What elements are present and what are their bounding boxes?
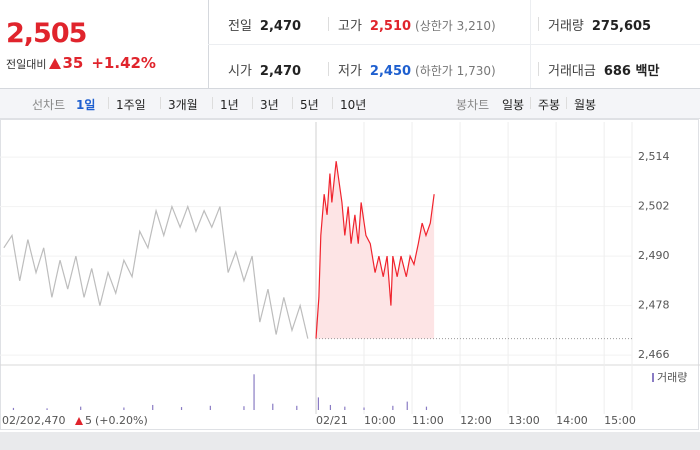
separator bbox=[530, 97, 531, 109]
stat-note: (상한가 3,210) bbox=[415, 19, 496, 33]
volume-bar bbox=[363, 407, 365, 410]
volume-bar bbox=[425, 406, 428, 410]
chart-tabs: 선차트 1일 1주일 3개월 1년 3년 5년 10년 봉차트 일봉 주봉 월봉 bbox=[0, 89, 700, 119]
period-tab[interactable]: 1일 bbox=[76, 98, 96, 112]
quote-header: 2,505 전일대비 35 +1.42% 전일 2,470 고가 2,510 (상한가 3,… bbox=[0, 0, 700, 89]
divider bbox=[530, 0, 531, 88]
tab-group-label: 선차트 bbox=[32, 98, 66, 112]
separator bbox=[332, 97, 333, 109]
divider bbox=[208, 44, 700, 45]
x-tick-label: 10:00 bbox=[364, 414, 396, 427]
volume-bar bbox=[272, 403, 274, 410]
stat-label: 전일 bbox=[228, 19, 252, 34]
y-tick-label: 2,514 bbox=[638, 150, 670, 163]
y-tick-label: 2,466 bbox=[638, 348, 670, 361]
volume-bar bbox=[296, 405, 298, 410]
period-tab[interactable]: 1주일 bbox=[116, 98, 146, 112]
change-label: 전일대비 bbox=[6, 58, 47, 71]
footer-bar bbox=[0, 432, 700, 450]
stat-item: 저가 2,450 (하한가 1,730) bbox=[338, 60, 496, 79]
stat-value: 2,510 bbox=[369, 19, 412, 34]
x-tick-label: 11:00 bbox=[412, 414, 444, 427]
stat-label: 저가 bbox=[338, 64, 362, 79]
legend-swatch bbox=[652, 373, 654, 382]
stat-value: 2,470 bbox=[259, 64, 302, 79]
volume-bar bbox=[209, 405, 211, 410]
x-tick-label: 02/21 bbox=[316, 414, 348, 427]
y-tick-label: 2,478 bbox=[638, 299, 670, 312]
y-tick-label: 2,490 bbox=[638, 249, 670, 262]
period-tab[interactable]: 1년 bbox=[220, 98, 239, 112]
volume-bar bbox=[180, 407, 183, 410]
separator bbox=[566, 97, 567, 109]
area-fill bbox=[316, 161, 435, 339]
separator bbox=[212, 97, 213, 109]
stat-label: 고가 bbox=[338, 19, 362, 34]
stat-value: 2,450 bbox=[369, 64, 412, 79]
volume-bar bbox=[392, 405, 394, 410]
volume-bar bbox=[12, 407, 15, 410]
prev-change-rate: (+0.20%) bbox=[95, 414, 148, 427]
stat-item: 거래량 275,605 bbox=[548, 15, 651, 34]
separator bbox=[160, 97, 161, 109]
stat-value: 275,605 bbox=[591, 19, 652, 34]
x-tick-label: 14:00 bbox=[556, 414, 588, 427]
stat-note: (하한가 1,730) bbox=[415, 64, 496, 78]
legend-label: 거래량 bbox=[657, 371, 687, 384]
x-tick-label: 15:00 bbox=[604, 414, 636, 427]
volume-bar bbox=[243, 406, 245, 410]
candle-tab[interactable]: 일봉 bbox=[502, 98, 525, 112]
volume-bar bbox=[317, 397, 320, 410]
stat-item: 거래대금 686 백만 bbox=[548, 60, 659, 79]
volume-bar bbox=[123, 407, 125, 410]
volume-bar bbox=[406, 401, 408, 410]
stat-item: 고가 2,510 (상한가 3,210) bbox=[338, 15, 496, 34]
volume-bar bbox=[152, 404, 154, 410]
change-row: 전일대비 35 +1.42% bbox=[6, 54, 156, 72]
period-tab[interactable]: 3개월 bbox=[168, 98, 198, 112]
period-tab[interactable]: 10년 bbox=[340, 98, 367, 112]
prev-date: 02/20 bbox=[2, 414, 34, 427]
volume-bar bbox=[46, 408, 48, 410]
separator bbox=[538, 17, 539, 31]
y-tick-label: 2,502 bbox=[638, 200, 670, 213]
up-icon bbox=[49, 58, 62, 69]
period-tab[interactable]: 5년 bbox=[300, 98, 319, 112]
current-price: 2,505 bbox=[6, 18, 87, 49]
x-tick-label: 13:00 bbox=[508, 414, 540, 427]
stat-value: 2,470 bbox=[259, 19, 302, 34]
price-line bbox=[315, 161, 435, 339]
volume-bar bbox=[80, 406, 82, 410]
stat-item: 전일 2,470 bbox=[228, 15, 301, 34]
volume-bar bbox=[253, 374, 255, 410]
up-icon bbox=[75, 417, 83, 425]
volume-bar bbox=[329, 404, 332, 410]
plot-frame bbox=[0, 119, 699, 430]
prev-change: 5 bbox=[85, 414, 92, 427]
volume-bar bbox=[344, 406, 346, 410]
stat-item: 시가 2,470 bbox=[228, 60, 301, 79]
stat-label: 시가 bbox=[228, 64, 252, 79]
separator bbox=[538, 62, 539, 76]
stat-value: 686 백만 bbox=[603, 64, 660, 79]
period-tab[interactable]: 3년 bbox=[260, 98, 279, 112]
candle-tab[interactable]: 월봉 bbox=[574, 98, 597, 112]
separator bbox=[108, 97, 109, 109]
prev-price: 2,470 bbox=[34, 414, 66, 427]
price-box: 2,505 전일대비 35 +1.42% bbox=[0, 0, 209, 88]
x-tick-label: 12:00 bbox=[460, 414, 492, 427]
separator bbox=[292, 97, 293, 109]
separator bbox=[328, 62, 329, 76]
change: 35 bbox=[62, 54, 84, 72]
tab-group-label: 봉차트 bbox=[456, 98, 490, 112]
candle-tab[interactable]: 주봉 bbox=[538, 98, 561, 112]
change-rate: +1.42% bbox=[91, 54, 156, 72]
stat-label: 거래대금 bbox=[548, 64, 596, 79]
stat-label: 거래량 bbox=[548, 19, 584, 34]
separator bbox=[328, 17, 329, 31]
separator bbox=[252, 97, 253, 109]
price-line bbox=[3, 204, 309, 339]
